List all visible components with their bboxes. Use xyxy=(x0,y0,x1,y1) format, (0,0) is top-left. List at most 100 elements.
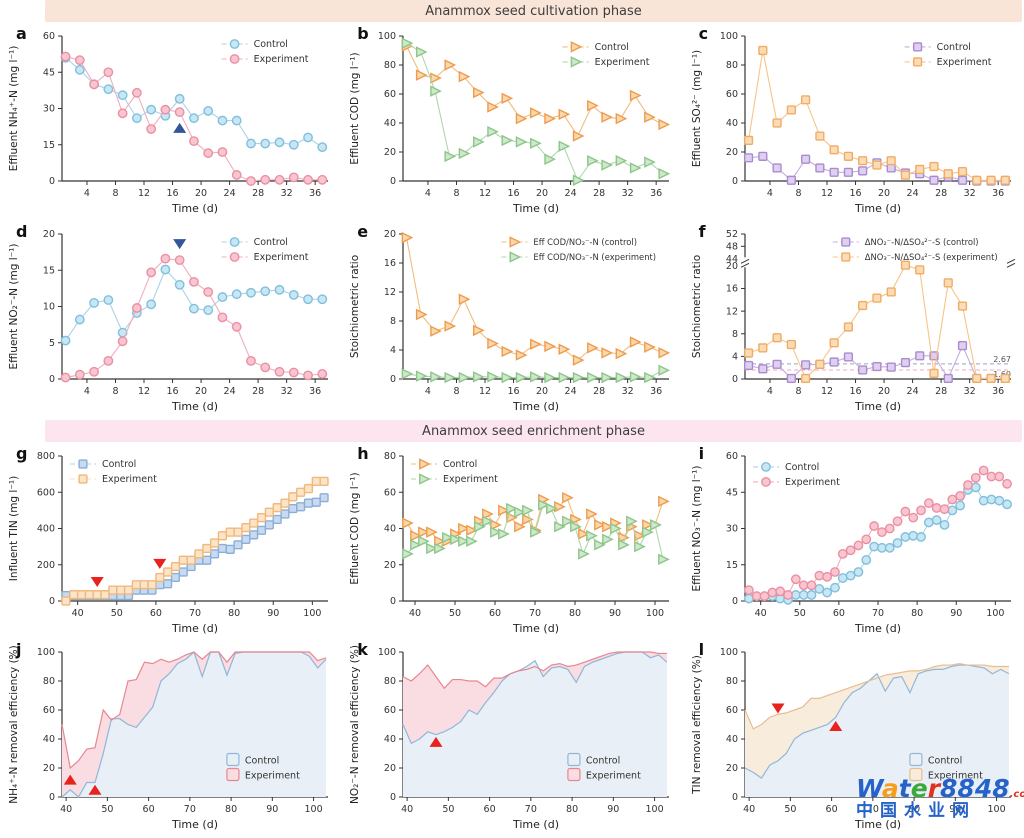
svg-text:20: 20 xyxy=(43,763,55,774)
panel-letter: l xyxy=(698,640,705,659)
svg-text:40: 40 xyxy=(754,608,766,619)
svg-text:800: 800 xyxy=(37,451,55,462)
panel-a: a 4 8 12 16 20 24 28 32 36 0 15 30 45 60 Time (d) Efflu… xyxy=(0,24,341,222)
svg-text:4: 4 xyxy=(425,188,431,199)
svg-text:0: 0 xyxy=(390,596,396,607)
svg-text:60: 60 xyxy=(489,608,501,619)
svg-text:20: 20 xyxy=(536,188,548,199)
figure-row-2: d 4 8 12 16 20 24 28 32 36 0 5 10 15 20 Time (d) Efflue… xyxy=(0,222,1024,420)
svg-text:60: 60 xyxy=(726,451,738,462)
svg-text:24: 24 xyxy=(906,188,918,199)
svg-text:50: 50 xyxy=(784,804,796,815)
svg-text:Effluent NO₃⁻-N (mg l⁻¹): Effluent NO₃⁻-N (mg l⁻¹) xyxy=(691,466,703,592)
svg-text:0: 0 xyxy=(732,374,738,385)
panel-letter: k xyxy=(357,640,368,659)
svg-text:Time (d): Time (d) xyxy=(854,202,901,215)
svg-text:4: 4 xyxy=(732,352,738,363)
svg-text:48: 48 xyxy=(726,242,738,253)
panel-i: i 40 50 60 70 80 90 100 0 15 30 45 60 Time (d) Efflue… xyxy=(683,444,1024,642)
svg-text:Effluent SO₄²⁻ (mg l⁻¹): Effluent SO₄²⁻ (mg l⁻¹) xyxy=(691,50,703,167)
svg-text:50: 50 xyxy=(793,608,805,619)
svg-text:28: 28 xyxy=(252,188,264,199)
svg-text:24: 24 xyxy=(565,188,577,199)
svg-text:50: 50 xyxy=(449,608,461,619)
svg-text:Control: Control xyxy=(936,42,970,53)
svg-text:Stoichiometric ratio: Stoichiometric ratio xyxy=(691,255,703,358)
svg-text:100: 100 xyxy=(37,647,55,658)
watermark-letter: a xyxy=(881,774,899,803)
svg-text:Control: Control xyxy=(254,39,288,50)
svg-text:Control: Control xyxy=(254,237,288,248)
svg-text:50: 50 xyxy=(111,608,123,619)
svg-text:Control: Control xyxy=(102,459,136,470)
watermark-dotcom: .com xyxy=(1009,789,1024,800)
svg-text:4: 4 xyxy=(84,386,90,397)
svg-text:40: 40 xyxy=(384,524,396,535)
svg-text:Experiment: Experiment xyxy=(928,771,983,782)
svg-text:Control: Control xyxy=(245,756,279,767)
svg-text:70: 70 xyxy=(189,608,201,619)
svg-text:16: 16 xyxy=(384,258,396,269)
svg-text:100: 100 xyxy=(646,608,664,619)
svg-text:20: 20 xyxy=(878,188,890,199)
panel-g: g 40 50 60 70 80 90 100 0 200 400 600 800 Time (d) In… xyxy=(0,444,341,642)
svg-text:80: 80 xyxy=(726,676,738,687)
svg-text:80: 80 xyxy=(908,804,920,815)
svg-text:Experiment: Experiment xyxy=(595,57,650,68)
svg-text:16: 16 xyxy=(726,284,738,295)
svg-text:12: 12 xyxy=(479,188,491,199)
svg-text:40: 40 xyxy=(726,118,738,129)
svg-text:50: 50 xyxy=(443,804,455,815)
watermark-letter: W xyxy=(856,774,882,803)
svg-text:30: 30 xyxy=(726,524,738,535)
svg-text:Effluent NH₄⁺-N (mg l⁻¹): Effluent NH₄⁺-N (mg l⁻¹) xyxy=(8,46,20,172)
panel-letter: d xyxy=(16,222,28,241)
panel-letter: b xyxy=(357,24,369,43)
svg-text:70: 70 xyxy=(872,608,884,619)
svg-text:8: 8 xyxy=(732,329,738,340)
svg-text:30: 30 xyxy=(43,104,55,115)
svg-text:24: 24 xyxy=(565,386,577,397)
svg-text:32: 32 xyxy=(281,386,293,397)
svg-text:8: 8 xyxy=(795,188,801,199)
svg-text:70: 70 xyxy=(529,608,541,619)
svg-text:70: 70 xyxy=(525,804,537,815)
svg-text:60: 60 xyxy=(150,608,162,619)
svg-text:28: 28 xyxy=(593,386,605,397)
svg-text:40: 40 xyxy=(384,734,396,745)
svg-text:20: 20 xyxy=(878,386,890,397)
svg-text:60: 60 xyxy=(832,608,844,619)
phase-banner-enrichment: Anammox seed enrichment phase xyxy=(45,420,1022,442)
svg-text:Control: Control xyxy=(785,462,819,473)
svg-text:100: 100 xyxy=(378,647,396,658)
svg-text:Control: Control xyxy=(928,756,962,767)
svg-text:0: 0 xyxy=(49,374,55,385)
svg-text:Eff COD/NO₃⁻-N (experiment): Eff COD/NO₃⁻-N (experiment) xyxy=(534,252,657,262)
svg-text:20: 20 xyxy=(195,188,207,199)
svg-text:Time (d): Time (d) xyxy=(854,400,901,413)
svg-text:28: 28 xyxy=(593,188,605,199)
svg-text:Time (d): Time (d) xyxy=(171,622,218,635)
watermark-letter: t xyxy=(898,774,911,803)
svg-text:15: 15 xyxy=(43,140,55,151)
svg-text:60: 60 xyxy=(726,705,738,716)
svg-text:60: 60 xyxy=(43,705,55,716)
svg-text:Eff COD/NO₂⁻-N (control): Eff COD/NO₂⁻-N (control) xyxy=(534,237,638,247)
svg-text:60: 60 xyxy=(143,804,155,815)
watermark-water8848: Water8848.com 中国水业网 xyxy=(856,776,1024,820)
svg-text:Experiment: Experiment xyxy=(102,474,157,485)
panel-letter: g xyxy=(16,444,28,463)
svg-text:0: 0 xyxy=(49,792,55,803)
svg-text:80: 80 xyxy=(911,608,923,619)
svg-text:8: 8 xyxy=(112,386,118,397)
svg-text:20: 20 xyxy=(536,386,548,397)
svg-text:20: 20 xyxy=(726,147,738,158)
svg-text:Time (d): Time (d) xyxy=(854,818,901,831)
svg-text:600: 600 xyxy=(37,487,55,498)
panel-letter: c xyxy=(698,24,709,43)
panel-letter: h xyxy=(357,444,369,463)
svg-text:90: 90 xyxy=(950,608,962,619)
svg-text:Effluent COD (mg l⁻¹): Effluent COD (mg l⁻¹) xyxy=(349,52,361,164)
svg-text:40: 40 xyxy=(409,608,421,619)
svg-text:32: 32 xyxy=(963,188,975,199)
